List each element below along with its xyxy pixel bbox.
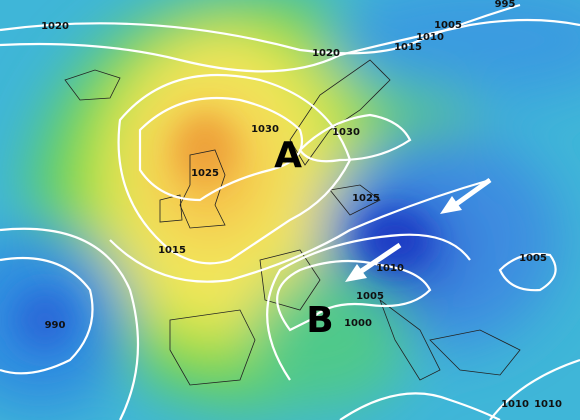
- isobar-label: 1005: [519, 253, 547, 264]
- isobar-label: 1025: [191, 168, 219, 179]
- isobar-label: 1010: [501, 399, 529, 410]
- isobar-label: 1020: [41, 21, 69, 32]
- isobar-label: 1015: [394, 42, 422, 53]
- isobars: [0, 3, 580, 420]
- isobar-label: 1030: [251, 124, 279, 135]
- isobar-label: 1025: [352, 193, 380, 204]
- isobar-label: 1005: [356, 291, 384, 302]
- high-pressure-label: A: [274, 135, 302, 176]
- wind-arrows: [345, 177, 492, 282]
- isobar-label: 1010: [534, 399, 562, 410]
- coastlines: [64, 59, 521, 386]
- isobar-label: 1005: [434, 20, 462, 31]
- isobar-label: 1015: [158, 245, 186, 256]
- isobar-label: 1010: [416, 32, 444, 43]
- isobar-label: 990: [45, 320, 66, 331]
- isobar-label: 995: [495, 0, 516, 10]
- isobar-label: 1030: [332, 127, 360, 138]
- isobar-label: 1010: [376, 263, 404, 274]
- labels: 1020 995 1005 1010 1015 1020 1030 1030 1…: [41, 0, 562, 410]
- low-pressure-label: B: [306, 300, 333, 341]
- isobar-label: 1000: [344, 318, 372, 329]
- isobar-label: 1020: [312, 48, 340, 59]
